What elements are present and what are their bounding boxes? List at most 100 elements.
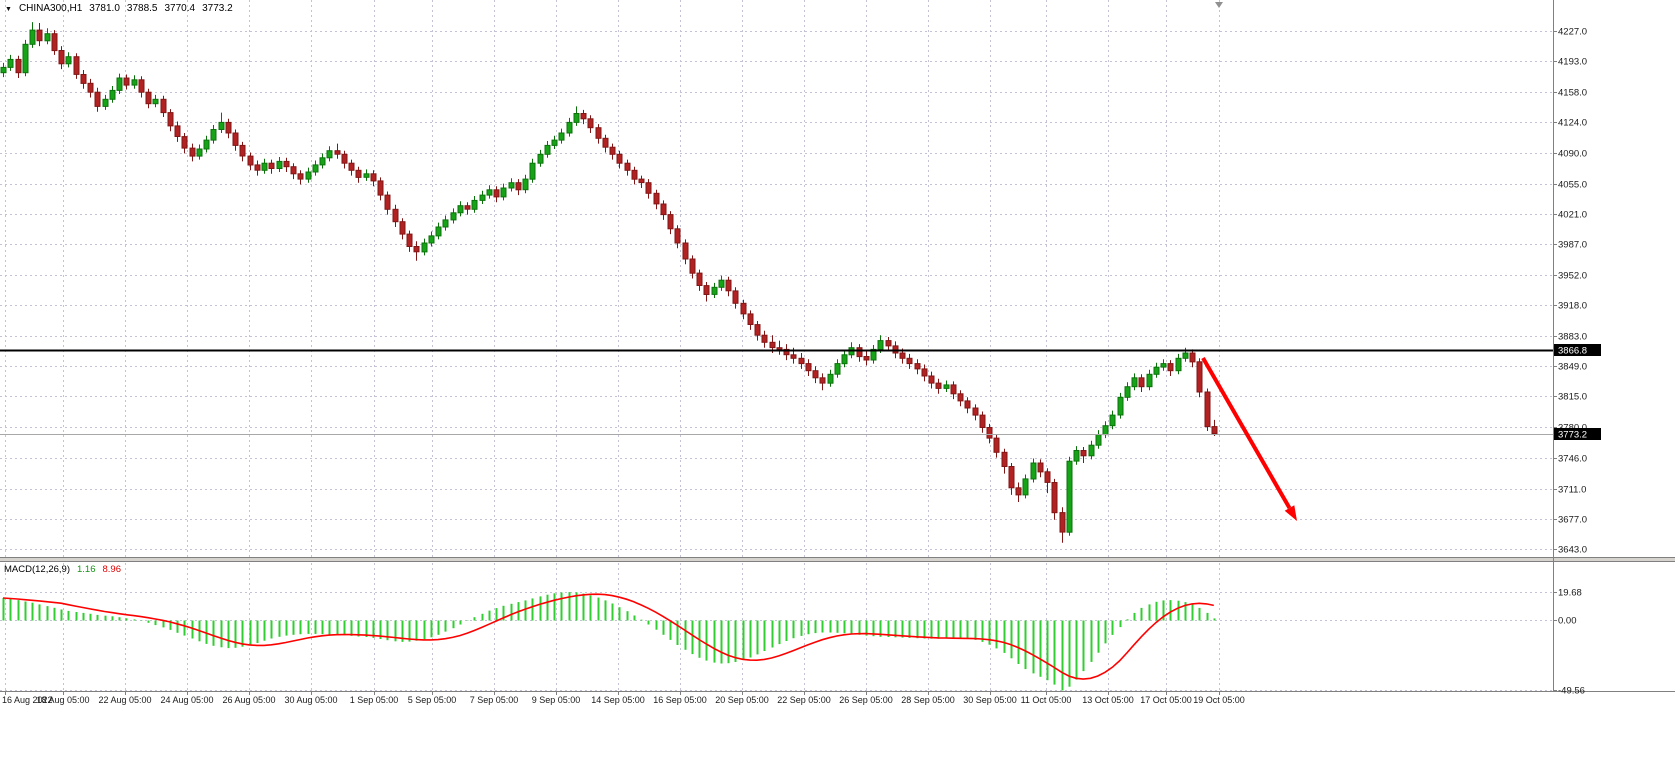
candle bbox=[638, 175, 645, 188]
candle bbox=[1088, 440, 1095, 460]
candle bbox=[442, 215, 449, 231]
chart-shift-marker[interactable] bbox=[1215, 2, 1223, 8]
candle bbox=[29, 22, 36, 48]
candle bbox=[609, 143, 616, 160]
candle bbox=[232, 129, 239, 151]
bar-close-value: 3773.2 bbox=[202, 3, 233, 14]
arrow-annotation[interactable] bbox=[1201, 357, 1297, 521]
candle bbox=[1030, 458, 1037, 483]
candle bbox=[885, 337, 892, 352]
price-tick-label: 3815.0 bbox=[1558, 392, 1587, 403]
candle bbox=[921, 364, 928, 382]
candle bbox=[580, 109, 587, 125]
price-axis[interactable]: 4227.0 4193.0 4158.0 4124.0 4090.0 4055.0 4021… bbox=[1553, 27, 1587, 556]
candle bbox=[783, 344, 790, 361]
candle bbox=[22, 39, 29, 77]
axes-frame bbox=[0, 0, 1675, 692]
candle bbox=[116, 73, 123, 94]
candle bbox=[51, 30, 58, 55]
candle bbox=[979, 411, 986, 433]
candle bbox=[674, 225, 681, 249]
time-tick-label: 1 Sep 05:00 bbox=[350, 695, 399, 705]
candle bbox=[421, 238, 428, 256]
time-tick-label: 22 Aug 05:00 bbox=[98, 695, 151, 705]
candle bbox=[703, 282, 710, 302]
candle bbox=[522, 174, 529, 194]
price-tick-label: 4124.0 bbox=[1558, 118, 1587, 129]
price-tick-label: 4193.0 bbox=[1558, 57, 1587, 68]
candle bbox=[297, 170, 304, 185]
candle bbox=[225, 118, 232, 139]
candle bbox=[573, 106, 580, 126]
candle bbox=[1066, 456, 1073, 536]
panel-separator[interactable] bbox=[0, 557, 1675, 562]
time-tick-label: 30 Aug 05:00 bbox=[284, 695, 337, 705]
time-tick-label: 11 Oct 05:00 bbox=[1021, 695, 1072, 705]
candle bbox=[94, 87, 101, 112]
candle bbox=[740, 299, 747, 320]
candle bbox=[319, 153, 326, 169]
price-tick-label: 4158.0 bbox=[1558, 88, 1587, 99]
candle bbox=[406, 230, 413, 252]
candle bbox=[1124, 382, 1131, 401]
candle bbox=[1015, 482, 1022, 502]
candle bbox=[841, 350, 848, 368]
candle bbox=[203, 135, 210, 153]
candle bbox=[384, 191, 391, 215]
macd-histogram bbox=[2, 592, 1216, 691]
candle bbox=[334, 143, 341, 159]
price-tick-label: 4090.0 bbox=[1558, 149, 1587, 160]
candle bbox=[413, 241, 420, 261]
candle bbox=[355, 166, 362, 183]
candle bbox=[1138, 374, 1145, 392]
candle bbox=[435, 222, 442, 240]
candle bbox=[102, 94, 109, 110]
candle bbox=[65, 52, 72, 68]
candle bbox=[370, 170, 377, 187]
candle bbox=[268, 159, 275, 174]
time-tick-label: 19 Oct 05:00 bbox=[1193, 695, 1245, 705]
candle bbox=[7, 54, 14, 71]
price-tick-label: 3918.0 bbox=[1558, 301, 1587, 312]
candle bbox=[696, 269, 703, 291]
candle bbox=[660, 200, 667, 220]
candle bbox=[457, 201, 464, 217]
candle bbox=[964, 397, 971, 414]
candle bbox=[754, 321, 761, 341]
price-tick-label: 3643.0 bbox=[1558, 545, 1587, 556]
time-tick-label: 13 Oct 05:00 bbox=[1082, 695, 1134, 705]
time-tick-label: 14 Sep 05:00 bbox=[591, 695, 645, 705]
candle bbox=[1008, 463, 1015, 495]
time-tick-label: 17 Oct 05:00 bbox=[1140, 695, 1192, 705]
candle bbox=[1073, 446, 1080, 465]
candle bbox=[812, 366, 819, 384]
symbol-dropdown-icon[interactable]: ▼ bbox=[5, 6, 12, 13]
candle bbox=[0, 62, 7, 78]
candle bbox=[276, 157, 283, 172]
candle bbox=[312, 160, 319, 176]
candle bbox=[450, 208, 457, 224]
candle bbox=[986, 423, 993, 444]
candle bbox=[914, 359, 921, 375]
candle bbox=[1131, 373, 1138, 391]
macd-axis[interactable]: 19.68 0.00 -49.56 bbox=[1553, 588, 1585, 697]
candle bbox=[1102, 421, 1109, 439]
macd-main-value: 1.16 bbox=[77, 564, 96, 575]
macd-tick-label: 19.68 bbox=[1558, 588, 1582, 599]
candle bbox=[261, 158, 268, 174]
time-tick-label: 16 Sep 05:00 bbox=[653, 695, 707, 705]
candle bbox=[247, 152, 254, 171]
candle bbox=[725, 276, 732, 297]
macd-tick-label: -49.56 bbox=[1558, 686, 1585, 697]
candle bbox=[935, 378, 942, 394]
candle bbox=[798, 353, 805, 369]
candle bbox=[529, 158, 536, 183]
time-tick-label: 26 Sep 05:00 bbox=[839, 695, 893, 705]
candle bbox=[254, 160, 261, 176]
candle bbox=[761, 330, 768, 348]
candle bbox=[363, 169, 370, 181]
candle bbox=[595, 124, 602, 144]
candle bbox=[87, 78, 94, 98]
